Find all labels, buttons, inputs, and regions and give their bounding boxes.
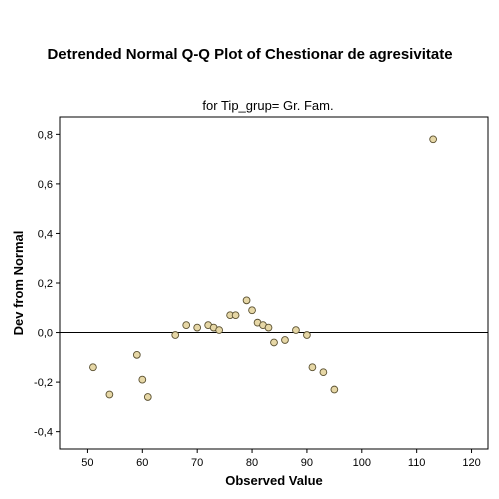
chart-subtitle: for Tip_grup= Gr. Fam. [202,98,333,113]
chart-title: Detrended Normal Q-Q Plot of Chestionar … [47,46,452,63]
data-point [105,390,114,399]
data-point [242,296,251,305]
y-axis-label: Dev from Normal [11,231,26,336]
data-point [215,326,223,334]
data-point [171,331,180,339]
data-point [138,375,147,384]
data-point [248,306,256,315]
data-point [429,135,437,144]
data-point [264,323,273,332]
x-tick-label: 80 [246,457,258,469]
x-tick-label: 120 [462,457,480,469]
y-tick-label: 0,6 [38,179,53,191]
y-tick-label: -0,4 [34,427,53,439]
y-tick-label: 0,0 [38,328,53,340]
x-tick-label: 110 [408,457,426,469]
y-tick-label: 0,2 [38,278,53,290]
x-axis-label: Observed Value [225,473,323,488]
data-point [132,351,141,359]
data-point [292,326,300,334]
data-points [89,135,437,401]
data-point [193,323,202,332]
y-axis: -0,4 -0,2 0,0 0,2 0,4 0,6 0,8 [34,129,60,439]
data-point [319,368,328,377]
x-axis: 50 60 70 80 90 100 110 120 [81,449,481,469]
data-point [303,331,311,339]
x-tick-label: 60 [136,457,148,469]
y-tick-label: 0,8 [38,129,53,141]
data-point [143,393,152,401]
data-point [308,363,317,372]
y-tick-label: -0,2 [34,377,53,389]
x-tick-label: 50 [81,457,93,469]
data-point [182,321,191,329]
x-tick-label: 70 [191,457,203,469]
data-point [330,385,339,394]
y-tick-label: 0,4 [38,228,53,240]
data-point [270,338,278,347]
data-point [231,311,240,320]
x-tick-label: 100 [353,457,371,469]
plot-area [59,116,489,450]
x-tick-label: 90 [301,457,313,469]
data-point [281,336,289,344]
data-point [89,363,97,372]
